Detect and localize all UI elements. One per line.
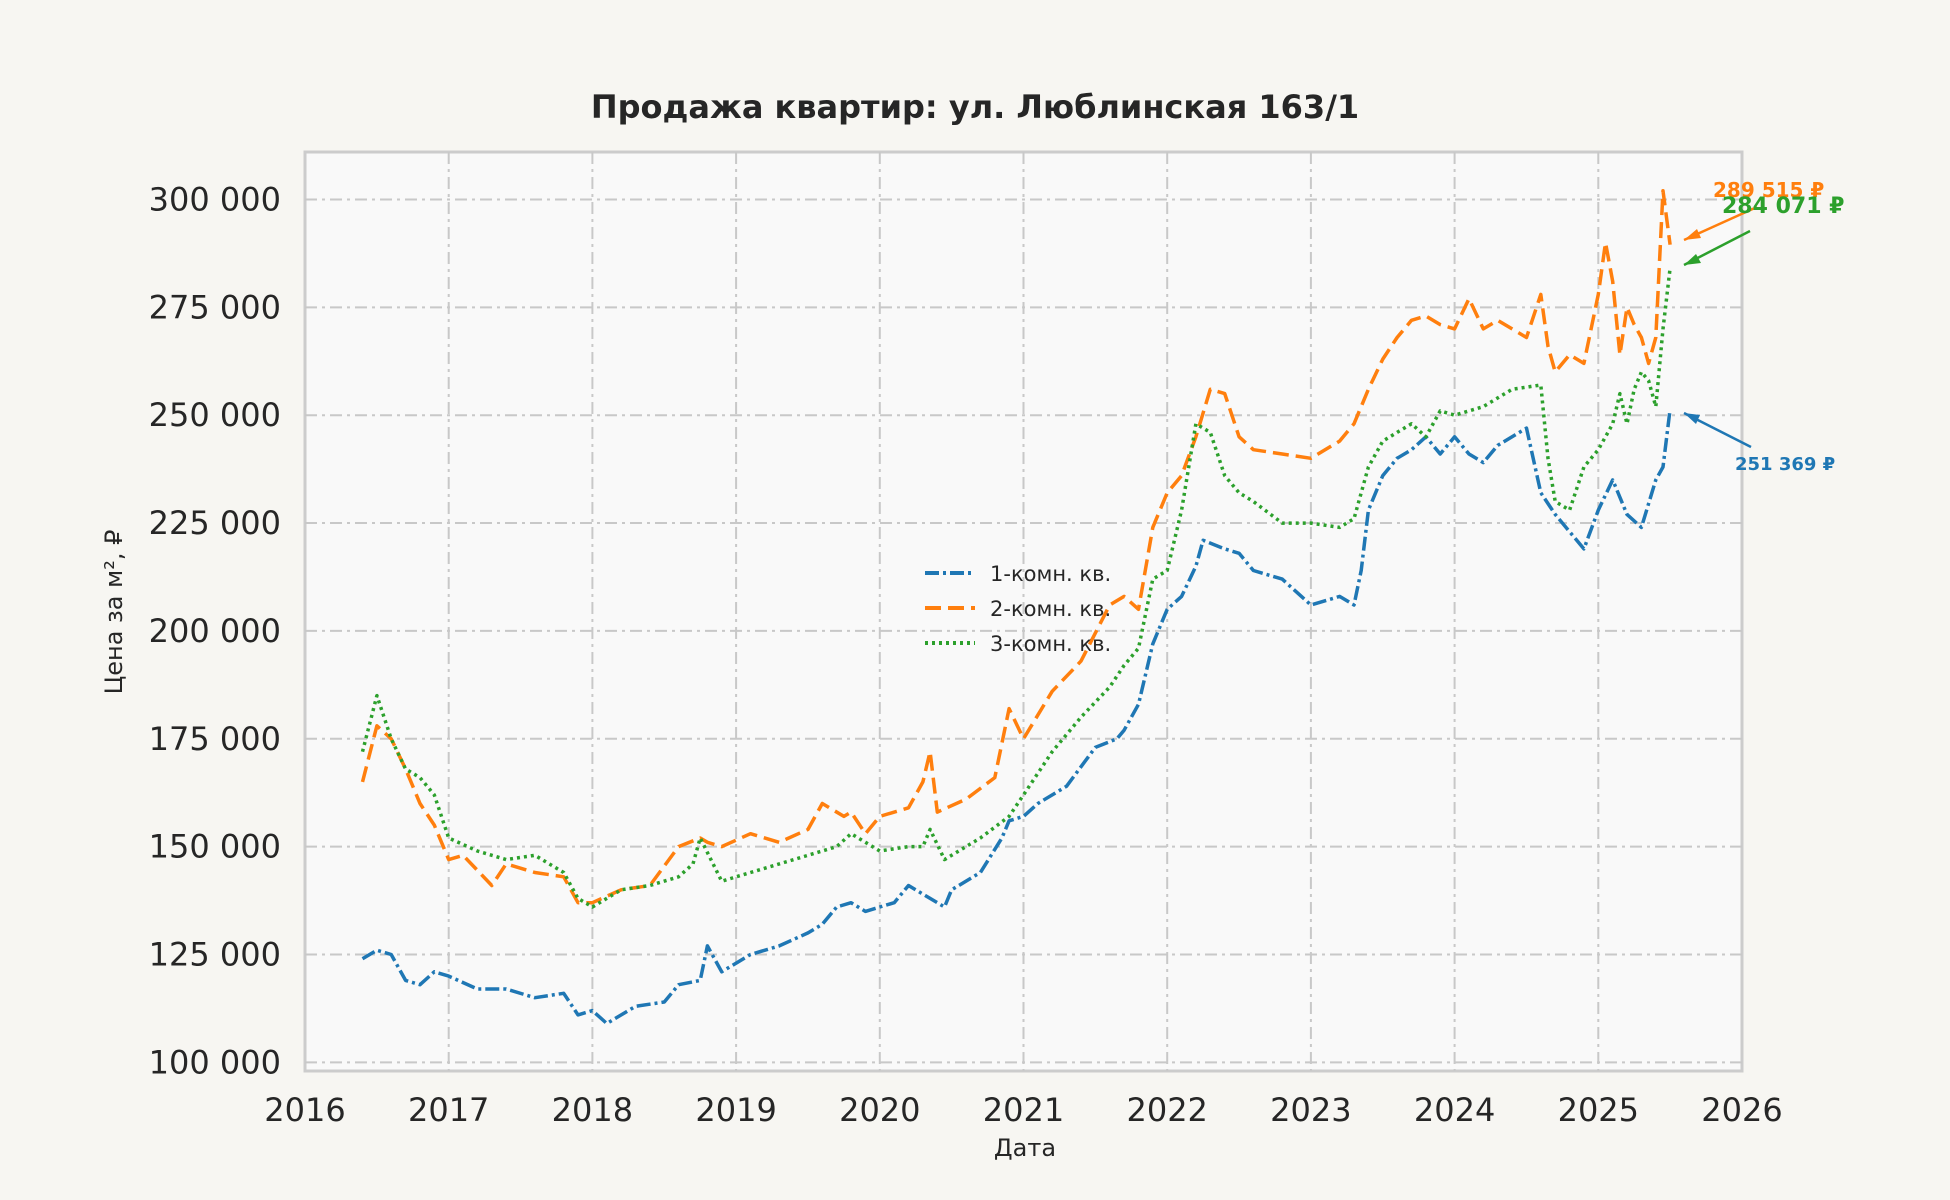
legend-label-1: 1-комн. кв.	[990, 562, 1111, 586]
legend: 1-комн. кв. 2-комн. кв. 3-комн. кв.	[925, 562, 1111, 656]
y-tick-label: 100 000	[149, 1043, 281, 1081]
chart-title: Продажа квартир: ул. Люблинская 163/1	[591, 88, 1359, 126]
y-tick-label: 175 000	[149, 720, 281, 758]
x-tick-label: 2023	[1270, 1091, 1351, 1129]
x-tick-label: 2022	[1126, 1091, 1207, 1129]
annotations: 289 515 ₽ 284 071 ₽ 251 369 ₽	[1683, 178, 1844, 475]
y-tick-label: 150 000	[149, 828, 281, 866]
y-tick-label: 125 000	[149, 936, 281, 974]
annotation-label-1k: 251 369 ₽	[1735, 454, 1835, 475]
y-axis-label: Цена за м², ₽	[100, 530, 128, 695]
x-tick-label: 2026	[1701, 1091, 1782, 1129]
series-lines	[360, 189, 1672, 1026]
annotation-arrowhead-1k	[1684, 413, 1700, 424]
y-tick-label: 300 000	[149, 180, 281, 218]
annotation-arrowhead-3k	[1684, 254, 1701, 265]
x-tick-label: 2016	[264, 1091, 345, 1129]
x-axis-label: Дата	[994, 1134, 1056, 1162]
x-tick-label: 2021	[983, 1091, 1064, 1129]
series-line-3	[360, 267, 1672, 909]
y-tick-label: 200 000	[149, 612, 281, 650]
y-tick-label: 225 000	[149, 504, 281, 542]
x-tick-label: 2024	[1414, 1091, 1495, 1129]
tick-labels: 2016 2017 2018 2019 2020 2021 2022 2023 2024 2025…	[149, 180, 1783, 1129]
x-tick-label: 2019	[695, 1091, 776, 1129]
y-tick-label: 250 000	[149, 396, 281, 434]
annotation-label-2k: 289 515 ₽	[1713, 178, 1824, 202]
series-line-2	[360, 189, 1672, 905]
x-tick-label: 2020	[839, 1091, 920, 1129]
y-tick-label: 275 000	[149, 288, 281, 326]
grid	[305, 152, 1742, 1071]
series-line-1	[361, 409, 1672, 1026]
legend-label-2: 2-комн. кв.	[990, 597, 1111, 621]
annotation-arrowhead-2k	[1684, 229, 1701, 240]
legend-label-3: 3-комн. кв.	[990, 632, 1111, 656]
x-tick-label: 2018	[552, 1091, 633, 1129]
x-tick-label: 2025	[1558, 1091, 1639, 1129]
annotation-label-3k: 284 071 ₽	[1722, 194, 1844, 219]
x-tick-label: 2017	[408, 1091, 489, 1129]
